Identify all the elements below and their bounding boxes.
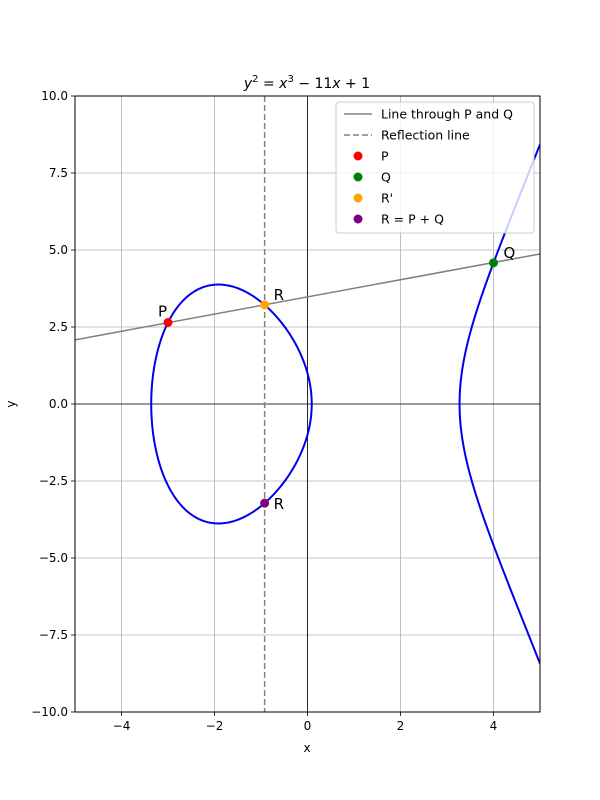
tick-labels: −4 −2 0 2 4 −10.0 −7.5 −5.0 −2.5 0.0 2.5 5.0 7.5 10.0 bbox=[31, 89, 497, 733]
legend-label: R' bbox=[381, 191, 393, 206]
x-tick-label: −4 bbox=[113, 719, 131, 733]
y-tick-label: 5.0 bbox=[49, 243, 68, 257]
y-tick-label: 10.0 bbox=[41, 89, 68, 103]
legend: Line through P and Q Reflection line PQ R' R… bbox=[335, 101, 535, 234]
y-tick-label: −2.5 bbox=[39, 474, 68, 488]
x-tick-label: 2 bbox=[397, 719, 405, 733]
plot-frame bbox=[74, 95, 541, 713]
y-tick-label: 2.5 bbox=[49, 320, 68, 334]
legend-label: Q bbox=[381, 170, 391, 185]
y-axis-label: y bbox=[4, 400, 18, 407]
point-label-q: Q bbox=[504, 244, 516, 262]
zero-axes bbox=[75, 96, 540, 712]
legend-swatch-point bbox=[353, 214, 363, 224]
legend-label: Line through P and Q bbox=[381, 107, 513, 122]
point-r-sum bbox=[260, 498, 270, 508]
curve-oval bbox=[150, 283, 313, 525]
x-tick-label: 4 bbox=[490, 719, 498, 733]
y-tick-label: −7.5 bbox=[39, 628, 68, 642]
point-label-p: P bbox=[158, 303, 167, 321]
x-tick-label: 0 bbox=[304, 719, 312, 733]
y-tick-label: −5.0 bbox=[39, 551, 68, 565]
curve-right-branch bbox=[458, 144, 540, 664]
secant-line bbox=[75, 253, 540, 341]
point-label-r-prime: R bbox=[274, 286, 284, 304]
chart-title: y2 = x3 − 11x + 1 bbox=[243, 74, 370, 92]
legend-label: R = P + Q bbox=[381, 212, 444, 227]
legend-swatch-point bbox=[353, 172, 363, 182]
y-tick-label: 7.5 bbox=[49, 166, 68, 180]
legend-box bbox=[335, 101, 535, 234]
legend-swatch-point bbox=[353, 193, 363, 203]
legend-swatch-point bbox=[353, 151, 363, 161]
point-label-r-sum: R bbox=[274, 495, 284, 513]
legend-label: P bbox=[381, 149, 389, 164]
point-q bbox=[489, 258, 498, 268]
x-tick-label: −2 bbox=[206, 719, 224, 733]
point-r-prime bbox=[260, 300, 270, 310]
y-tick-label: −10.0 bbox=[31, 705, 68, 719]
y-tick-label: 0.0 bbox=[49, 397, 68, 411]
legend-label: Reflection line bbox=[381, 128, 470, 143]
x-axis-label: x bbox=[303, 741, 310, 755]
point-p bbox=[163, 318, 173, 328]
